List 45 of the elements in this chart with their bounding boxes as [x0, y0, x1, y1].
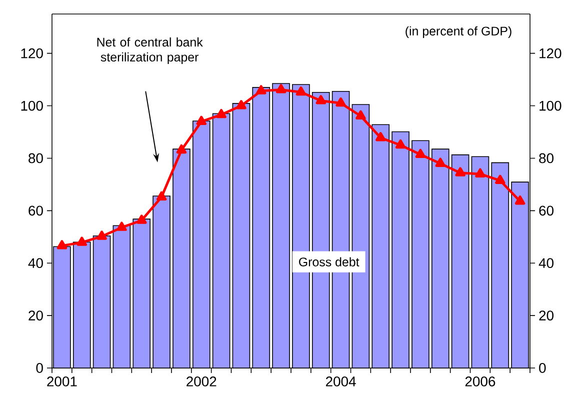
point — [256, 85, 266, 94]
point — [236, 100, 246, 110]
y-tick-label: 40 — [28, 258, 43, 268]
annotation: Net of central bank sterilization paper — [97, 37, 203, 64]
point — [96, 230, 107, 240]
annotation: Gross debt — [299, 257, 360, 266]
y-tick-label: 60 — [28, 206, 43, 216]
point — [514, 195, 526, 205]
x-tick-label: 2006 — [465, 376, 496, 386]
point — [395, 139, 406, 149]
point — [196, 116, 207, 125]
y2-tick-label: 80 — [539, 153, 554, 164]
point — [376, 132, 386, 142]
point — [296, 86, 306, 96]
point — [56, 240, 68, 250]
y-tick-label: 0 — [36, 363, 43, 373]
y-tick-label: 80 — [28, 153, 43, 164]
y-tick-label: 20 — [28, 310, 43, 320]
point — [415, 148, 426, 158]
y2-tick-label: 60 — [539, 206, 554, 216]
x-tick-label: 2004 — [326, 376, 356, 386]
annotation: (in percent of GDP) — [406, 26, 512, 38]
point — [495, 174, 506, 184]
y-tick-label: 120 — [21, 48, 43, 58]
y2-tick-label: 40 — [538, 258, 554, 268]
point — [116, 222, 127, 231]
point — [176, 144, 187, 154]
point — [475, 168, 486, 178]
point — [316, 95, 326, 104]
point — [356, 110, 366, 120]
y2-tick-label: 120 — [540, 48, 562, 58]
point — [76, 236, 88, 246]
point — [276, 84, 286, 94]
point — [336, 97, 346, 107]
y-tick-label: 100 — [21, 100, 43, 111]
point — [156, 191, 167, 201]
point — [435, 158, 446, 167]
point — [136, 214, 147, 224]
y2-tick-label: 20 — [539, 310, 554, 320]
y2-tick-label: 100 — [540, 100, 562, 111]
point — [216, 108, 226, 118]
x-tick-label: 2001 — [47, 376, 77, 386]
x-tick-label: 2002 — [186, 376, 216, 386]
y2-tick-label: 0 — [539, 363, 546, 373]
point — [455, 167, 466, 176]
